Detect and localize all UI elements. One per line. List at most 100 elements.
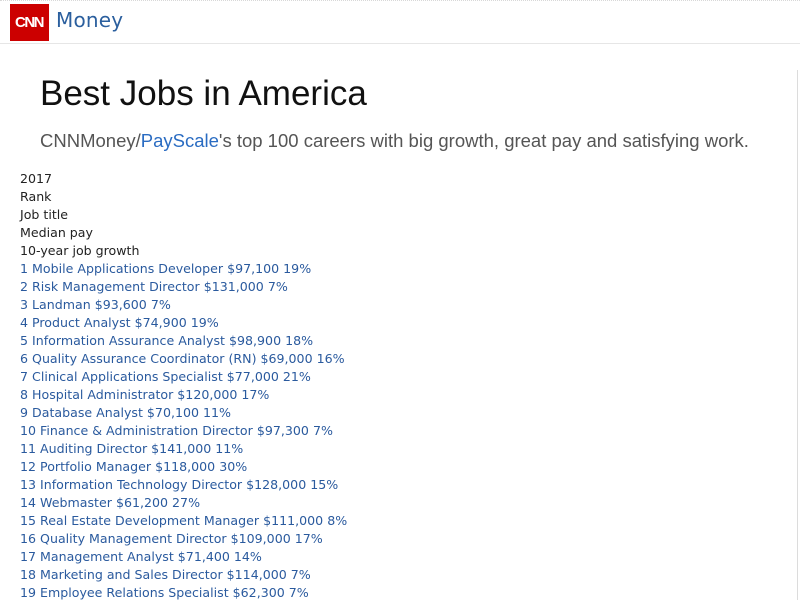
row-title: Hospital Administrator bbox=[32, 387, 174, 402]
row-title: Portfolio Manager bbox=[40, 459, 152, 474]
subtitle-suffix: 's top 100 careers with big growth, grea… bbox=[218, 130, 749, 151]
table-row[interactable]: 14 Webmaster $61,200 27% bbox=[20, 494, 347, 512]
row-rank: 17 bbox=[20, 549, 37, 564]
table-row[interactable]: 19 Employee Relations Specialist $62,300… bbox=[20, 584, 347, 602]
row-growth: 15% bbox=[310, 477, 339, 492]
row-growth: 18% bbox=[285, 333, 314, 348]
row-pay: $120,000 bbox=[177, 387, 238, 402]
table-row[interactable]: 9 Database Analyst $70,100 11% bbox=[20, 404, 347, 422]
row-rank: 10 bbox=[20, 423, 37, 438]
row-rank: 8 bbox=[20, 387, 29, 402]
row-rank: 3 bbox=[20, 297, 29, 312]
row-growth: 7% bbox=[267, 279, 288, 294]
row-title: Webmaster bbox=[40, 495, 112, 510]
row-title: Employee Relations Specialist bbox=[40, 585, 229, 600]
row-growth: 7% bbox=[290, 567, 311, 582]
row-pay: $128,000 bbox=[246, 477, 307, 492]
table-header-cell: Median pay bbox=[20, 225, 93, 240]
row-pay: $62,300 bbox=[232, 585, 285, 600]
row-pay: $111,000 bbox=[263, 513, 324, 528]
table-row[interactable]: 13 Information Technology Director $128,… bbox=[20, 476, 347, 494]
table-row[interactable]: 15 Real Estate Development Manager $111,… bbox=[20, 512, 347, 530]
row-title: Information Technology Director bbox=[40, 477, 243, 492]
row-pay: $97,300 bbox=[256, 423, 309, 438]
table-row[interactable]: 7 Clinical Applications Specialist $77,0… bbox=[20, 368, 347, 386]
table-body: 1 Mobile Applications Developer $97,100 … bbox=[20, 260, 347, 602]
row-rank: 16 bbox=[20, 531, 37, 546]
table-row[interactable]: 5 Information Assurance Analyst $98,900 … bbox=[20, 332, 347, 350]
row-growth: 19% bbox=[283, 261, 312, 276]
row-rank: 15 bbox=[20, 513, 37, 528]
page-title: Best Jobs in America bbox=[40, 74, 367, 113]
row-rank: 18 bbox=[20, 567, 37, 582]
row-pay: $141,000 bbox=[151, 441, 212, 456]
table-row[interactable]: 16 Quality Management Director $109,000 … bbox=[20, 530, 347, 548]
row-pay: $71,400 bbox=[177, 549, 230, 564]
row-title: Clinical Applications Specialist bbox=[32, 369, 223, 384]
row-rank: 19 bbox=[20, 585, 37, 600]
table-row[interactable]: 18 Marketing and Sales Director $114,000… bbox=[20, 566, 347, 584]
row-title: Landman bbox=[32, 297, 91, 312]
row-pay: $97,100 bbox=[227, 261, 280, 276]
row-title: Product Analyst bbox=[32, 315, 131, 330]
row-growth: 30% bbox=[219, 459, 248, 474]
row-rank: 11 bbox=[20, 441, 37, 456]
table-row[interactable]: 17 Management Analyst $71,400 14% bbox=[20, 548, 347, 566]
site-header: CNN Money bbox=[0, 0, 800, 44]
table-header-cell: Job title bbox=[20, 207, 69, 222]
row-title: Database Analyst bbox=[32, 405, 143, 420]
header-dotted-rule bbox=[0, 0, 800, 2]
row-title: Risk Management Director bbox=[32, 279, 200, 294]
row-growth: 27% bbox=[172, 495, 201, 510]
table-row[interactable]: 10 Finance & Administration Director $97… bbox=[20, 422, 347, 440]
row-pay: $61,200 bbox=[115, 495, 169, 510]
row-title: Management Analyst bbox=[40, 549, 174, 564]
row-growth: 16% bbox=[316, 351, 345, 366]
table-row[interactable]: 6 Quality Assurance Coordinator (RN) $69… bbox=[20, 350, 347, 368]
row-growth: 8% bbox=[327, 513, 348, 528]
content-right-divider bbox=[797, 70, 798, 600]
row-rank: 12 bbox=[20, 459, 37, 474]
table-row[interactable]: 8 Hospital Administrator $120,000 17% bbox=[20, 386, 347, 404]
row-title: Information Assurance Analyst bbox=[32, 333, 225, 348]
row-growth: 14% bbox=[233, 549, 262, 564]
row-growth: 11% bbox=[203, 405, 232, 420]
row-rank: 9 bbox=[20, 405, 29, 420]
table-row[interactable]: 1 Mobile Applications Developer $97,100 … bbox=[20, 260, 347, 278]
row-title: Real Estate Development Manager bbox=[40, 513, 260, 528]
row-growth: 17% bbox=[241, 387, 270, 402]
row-title: Mobile Applications Developer bbox=[32, 261, 224, 276]
row-rank: 2 bbox=[20, 279, 29, 294]
row-growth: 17% bbox=[294, 531, 323, 546]
page-subtitle: CNNMoney/PayScale's top 100 careers with… bbox=[40, 130, 749, 152]
row-title: Auditing Director bbox=[40, 441, 148, 456]
row-pay: $93,600 bbox=[94, 297, 147, 312]
table-row[interactable]: 3 Landman $93,600 7% bbox=[20, 296, 347, 314]
table-header-cell: Rank bbox=[20, 189, 52, 204]
row-growth: 21% bbox=[282, 369, 311, 384]
cnn-logo[interactable]: CNN bbox=[10, 4, 49, 41]
row-growth: 7% bbox=[288, 585, 309, 600]
jobs-table: 2017 Rank Job title Median pay 10-year job g… bbox=[20, 170, 347, 602]
table-row[interactable]: 11 Auditing Director $141,000 11% bbox=[20, 440, 347, 458]
row-pay: $69,000 bbox=[260, 351, 313, 366]
row-title: Quality Assurance Coordinator (RN) bbox=[32, 351, 257, 366]
table-headers: 2017 Rank Job title Median pay 10-year job g… bbox=[20, 170, 347, 260]
row-pay: $98,900 bbox=[229, 333, 282, 348]
row-pay: $118,000 bbox=[155, 459, 216, 474]
table-row[interactable]: 12 Portfolio Manager $118,000 30% bbox=[20, 458, 347, 476]
row-pay: $109,000 bbox=[230, 531, 291, 546]
row-title: Quality Management Director bbox=[40, 531, 227, 546]
row-growth: 11% bbox=[215, 441, 244, 456]
table-row[interactable]: 2 Risk Management Director $131,000 7% bbox=[20, 278, 347, 296]
row-rank: 5 bbox=[20, 333, 29, 348]
row-rank: 14 bbox=[20, 495, 37, 510]
money-logo-text[interactable]: Money bbox=[56, 8, 124, 32]
row-pay: $74,900 bbox=[134, 315, 187, 330]
table-header-cell: 10-year job growth bbox=[20, 243, 140, 258]
payscale-link[interactable]: PayScale bbox=[140, 130, 219, 151]
row-rank: 13 bbox=[20, 477, 37, 492]
row-rank: 1 bbox=[20, 261, 29, 276]
row-rank: 4 bbox=[20, 315, 29, 330]
table-row[interactable]: 4 Product Analyst $74,900 19% bbox=[20, 314, 347, 332]
